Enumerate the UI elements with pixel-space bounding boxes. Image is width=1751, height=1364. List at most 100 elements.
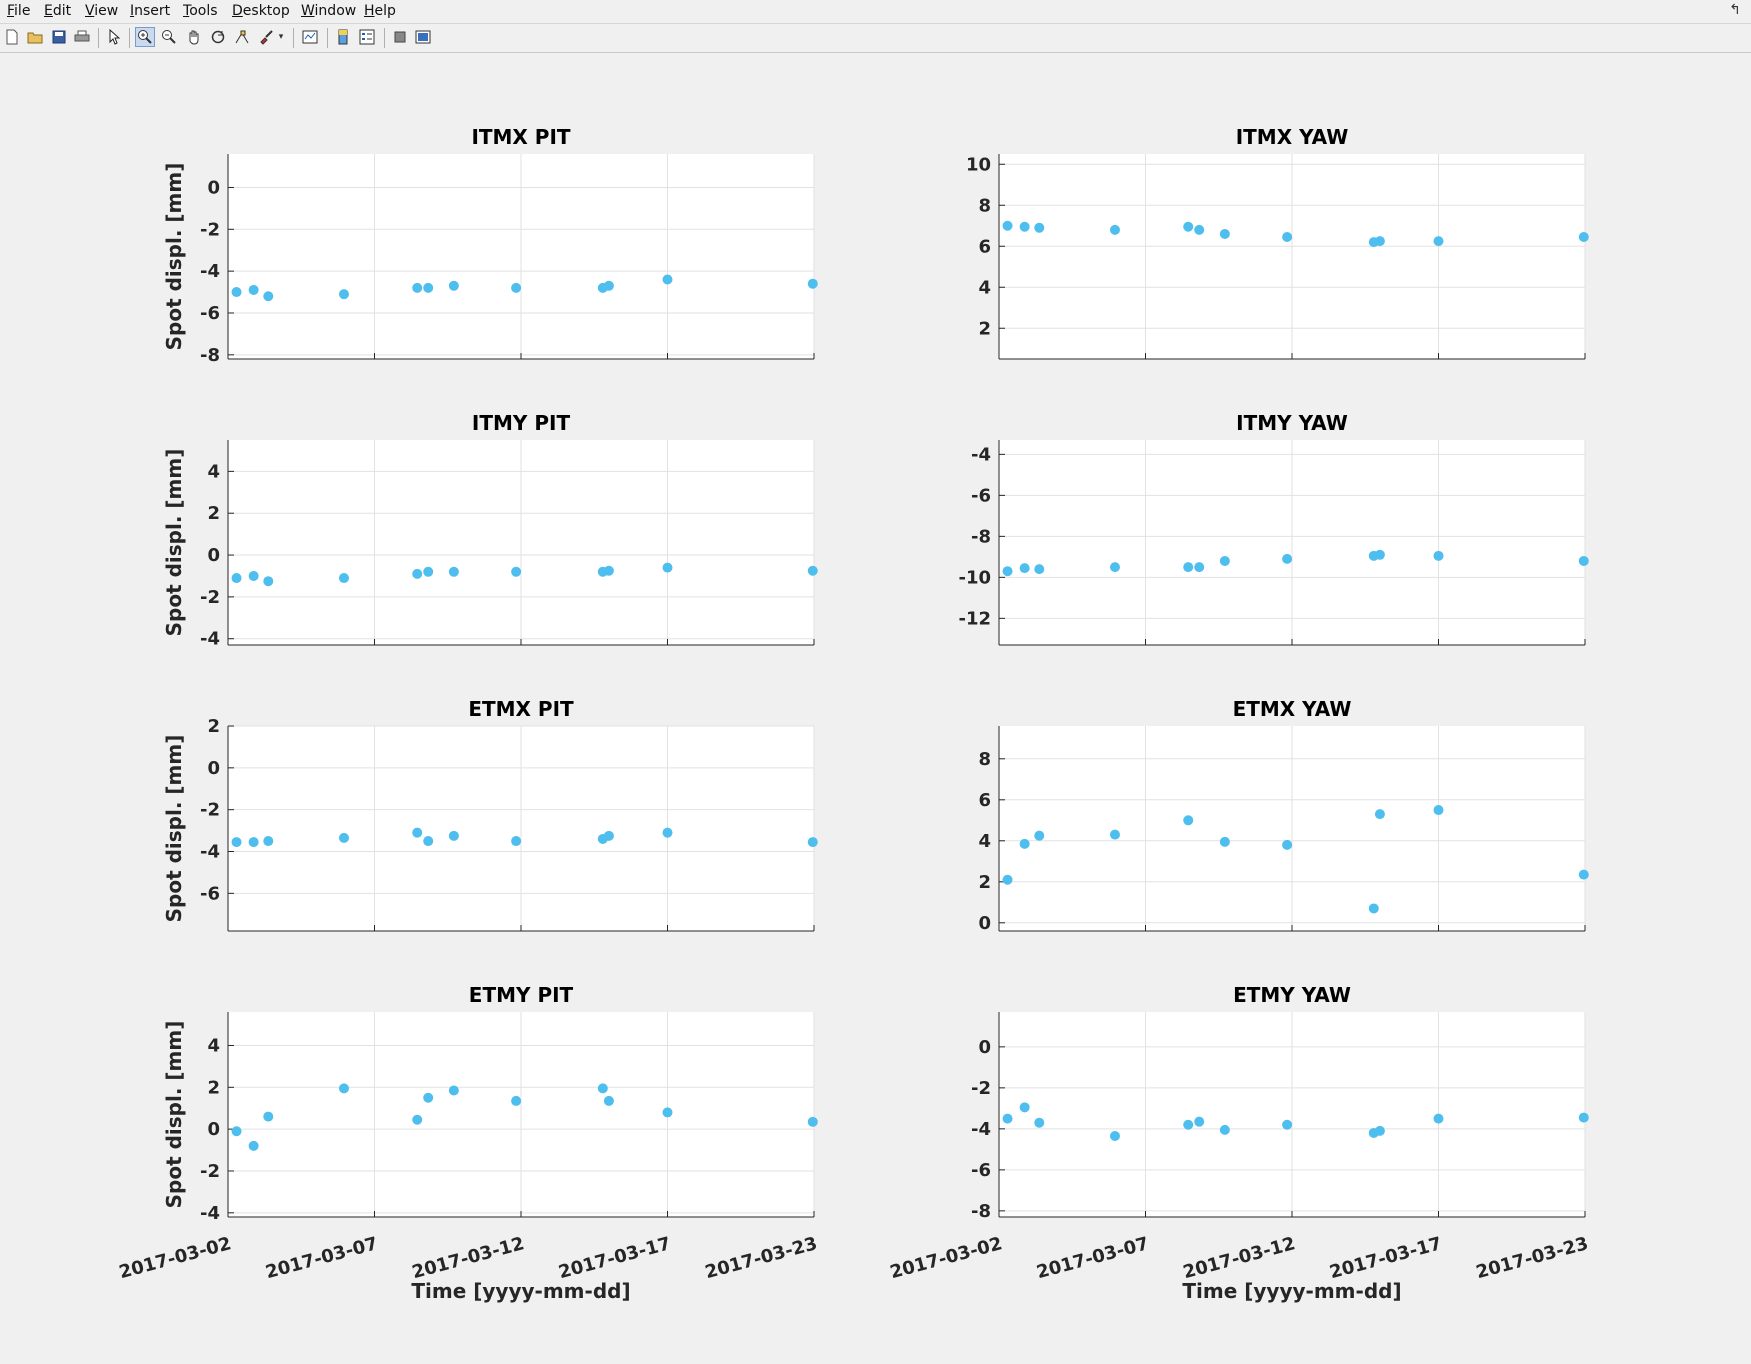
data-point: [248, 284, 259, 295]
menu-insert[interactable]: Insert: [130, 3, 171, 19]
y-tick-label: 2: [207, 1077, 220, 1098]
dock-icon[interactable]: ↰: [1729, 2, 1741, 18]
axes-etmy-yaw: -8 -6 -4 -2 0 2017-03-02 2017-03-07 2017-03-12 2…: [888, 983, 1591, 1303]
x-tick-label: 2017-03-17: [1327, 1233, 1444, 1283]
menu-desktop[interactable]: Desktop: [232, 3, 290, 19]
data-point: [1282, 839, 1293, 850]
brush-dropdown-icon[interactable]: ▾: [278, 32, 284, 42]
data-point: [1183, 815, 1194, 826]
y-tick-label: 0: [978, 913, 991, 934]
data-point: [448, 566, 459, 577]
data-point: [662, 562, 673, 573]
data-point: [248, 1140, 259, 1151]
axes-title: ITMX YAW: [1236, 125, 1349, 149]
pan-icon[interactable]: [184, 27, 204, 47]
data-point: [1183, 1119, 1194, 1130]
menu-tools[interactable]: Tools: [183, 3, 218, 19]
x-tick-label: 2017-03-02: [117, 1233, 234, 1283]
y-tick-label: -4: [200, 261, 220, 282]
data-point: [1034, 830, 1045, 841]
axes-itmy-pit: -4 -2 0 2 4 ITMY PIT Spot displ. [mm]: [162, 411, 818, 650]
data-point: [1183, 221, 1194, 232]
y-tick-label: -4: [971, 444, 991, 465]
data-point: [423, 566, 434, 577]
zoom-in-icon[interactable]: [135, 27, 155, 47]
data-point: [603, 830, 614, 841]
data-point: [1578, 232, 1589, 243]
y-tick-label: 2: [207, 503, 220, 524]
axes-etmx-pit: -6 -4 -2 0 2 ETMX PIT Spot displ. [mm]: [162, 697, 818, 932]
data-point: [448, 830, 459, 841]
data-point: [1219, 1124, 1230, 1135]
data-point: [1109, 1131, 1120, 1142]
data-point: [1194, 1116, 1205, 1127]
menu-bar: File Edit View Insert Tools Desktop Wind…: [0, 0, 1751, 24]
y-tick-label: 0: [978, 1037, 991, 1058]
data-point: [603, 565, 614, 576]
data-point: [603, 280, 614, 291]
toolbar-separator: [98, 28, 99, 48]
axes-title: ETMX PIT: [468, 697, 574, 721]
data-point: [1578, 555, 1589, 566]
new-figure-icon[interactable]: [2, 27, 22, 47]
data-point: [511, 836, 522, 847]
toolbar-separator: [327, 28, 328, 48]
data-point: [1002, 566, 1013, 577]
y-axis-label: Spot displ. [mm]: [162, 163, 186, 351]
zoom-out-icon[interactable]: [159, 27, 179, 47]
data-cursor-icon[interactable]: [232, 27, 252, 47]
data-point: [511, 566, 522, 577]
show-plot-tools-icon[interactable]: [413, 27, 433, 47]
menu-window[interactable]: Window: [301, 3, 357, 19]
data-point: [1109, 224, 1120, 235]
pointer-icon[interactable]: [104, 27, 124, 47]
print-icon[interactable]: [72, 27, 92, 47]
data-point: [1019, 838, 1030, 849]
y-tick-label: -4: [200, 842, 220, 863]
colorbar-icon[interactable]: [333, 27, 353, 47]
menu-file[interactable]: File: [7, 3, 31, 19]
menu-edit[interactable]: Edit: [44, 3, 72, 19]
data-point: [1433, 805, 1444, 816]
data-point: [807, 1116, 818, 1127]
data-point: [412, 282, 423, 293]
hide-plot-tools-icon[interactable]: [390, 27, 410, 47]
data-point: [1578, 1112, 1589, 1123]
data-point: [1433, 236, 1444, 247]
y-tick-label: -4: [200, 1203, 220, 1224]
data-point: [338, 1083, 349, 1094]
legend-icon[interactable]: [357, 27, 377, 47]
menu-view[interactable]: View: [85, 3, 119, 19]
data-point: [231, 1126, 242, 1137]
data-point: [1374, 549, 1385, 560]
y-tick-label: -2: [200, 219, 220, 240]
data-point: [423, 1092, 434, 1103]
save-icon[interactable]: [49, 27, 69, 47]
y-tick-label: 10: [966, 154, 991, 175]
y-tick-label: -8: [200, 345, 220, 366]
y-tick-label: 0: [207, 1119, 220, 1140]
y-tick-label: 0: [207, 545, 220, 566]
data-point: [1109, 829, 1120, 840]
menu-help[interactable]: Help: [364, 3, 396, 19]
data-point: [1282, 1119, 1293, 1130]
data-point: [1034, 564, 1045, 575]
x-tick-label: 2017-03-07: [263, 1233, 380, 1283]
brush-icon[interactable]: [256, 27, 276, 47]
link-plot-icon[interactable]: [300, 27, 320, 47]
y-tick-label: 2: [978, 872, 991, 893]
rotate-icon[interactable]: [208, 27, 228, 47]
y-tick-label: 2: [978, 318, 991, 339]
open-file-icon[interactable]: [25, 27, 45, 47]
data-point: [662, 1107, 673, 1118]
y-axis-label: Spot displ. [mm]: [162, 735, 186, 923]
y-tick-label: -8: [971, 526, 991, 547]
data-point: [1578, 869, 1589, 880]
axes-title: ETMY YAW: [1233, 983, 1351, 1007]
y-tick-label: -2: [200, 800, 220, 821]
y-tick-label: 4: [978, 277, 991, 298]
data-point: [263, 1111, 274, 1122]
data-point: [1433, 550, 1444, 561]
y-tick-label: -2: [971, 1078, 991, 1099]
y-tick-label: -4: [971, 1119, 991, 1140]
